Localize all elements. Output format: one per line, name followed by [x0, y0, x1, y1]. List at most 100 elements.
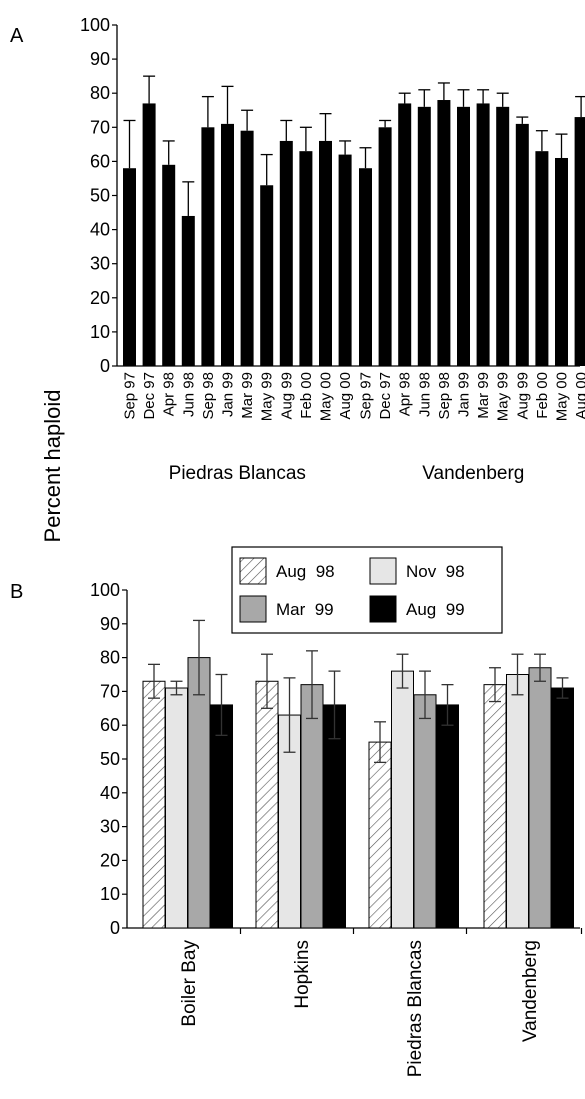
- panel-a-y-tick-label: 40: [90, 220, 110, 240]
- bar-boiler-bay-aug-99: [210, 704, 233, 929]
- group-label-piedras-blancas: Piedras Blancas: [169, 463, 306, 484]
- legend-swatch-mar-99: [239, 595, 267, 623]
- bar-piedras-blancas-may-00: [319, 140, 332, 366]
- bar-piedras-blancas-jun-98: [181, 215, 195, 366]
- x-tick-label-vandenberg: May 99: [495, 372, 512, 421]
- legend-label-nov-98: Nov 98: [406, 562, 465, 581]
- panel-b-y-tick-label: 100: [90, 580, 120, 600]
- legend-box: [231, 546, 503, 634]
- x-tick-label-piedras-blancas: May 00: [318, 372, 335, 421]
- x-tick-label-vandenberg: Aug 00: [573, 372, 585, 420]
- bar-boiler-bay-nov-98: [165, 687, 188, 929]
- bar-vandenberg-nov-98: [506, 674, 529, 929]
- legend-label-mar-99: Mar 99: [276, 600, 334, 619]
- x-tick-label-boiler-bay: Boiler Bay: [179, 940, 200, 1027]
- panel-a-y-tick-label: 100: [80, 15, 110, 35]
- x-tick-label-vandenberg: Feb 00: [534, 372, 551, 419]
- bar-vandenberg-aug-99: [515, 123, 529, 366]
- bar-vandenberg-jan-99: [457, 106, 470, 366]
- x-tick-label-vandenberg: Mar 99: [475, 372, 492, 419]
- bar-vandenberg-sep-97: [359, 168, 372, 366]
- legend-swatch-nov-98: [369, 557, 397, 585]
- bar-hopkins-aug-98: [255, 680, 279, 929]
- bar-vandenberg-aug-00: [574, 117, 585, 366]
- x-tick-label-vandenberg: May 00: [554, 372, 571, 421]
- bar-piedras-blancas-may-99: [260, 185, 274, 366]
- bar-vandenberg-mar-99: [528, 667, 552, 929]
- x-tick-label-piedras-blancas: Aug 99: [278, 372, 295, 420]
- bar-vandenberg-feb-00: [535, 151, 549, 366]
- bar-piedras-blancas-jan-99: [221, 123, 234, 366]
- bar-vandenberg-dec-97: [378, 127, 392, 366]
- panel-b-chart: 0 10 20 30 40 50 60 70 80 90 100 Boiler Bay Hopkins P…: [90, 580, 583, 1077]
- bar-piedras-blancas-sep-98: [201, 127, 215, 366]
- x-tick-label-vandenberg: Sep 98: [436, 372, 453, 420]
- bar-vandenberg-mar-99: [476, 103, 490, 367]
- panel-b-y-tick-label: 70: [100, 681, 120, 701]
- panel-b-y-tick-label: 90: [100, 614, 120, 634]
- panel-b-y-tick-label: 0: [110, 918, 120, 938]
- panel-a-y-tick-label: 10: [90, 322, 110, 342]
- bar-piedras-blancas-aug-98: [368, 741, 392, 929]
- bar-piedras-blancas-aug-99: [436, 704, 459, 929]
- x-tick-label-piedras-blancas: Feb 00: [298, 372, 315, 419]
- panel-a-y-tick-label: 90: [90, 49, 110, 69]
- legend-swatch-aug-98: [239, 557, 267, 585]
- x-tick-label-piedras-blancas: Dec 97: [141, 372, 158, 420]
- x-tick-label-piedras-blancas: Mar 99: [239, 372, 256, 419]
- x-tick-label-piedras-blancas: Sep 97: [122, 372, 139, 420]
- x-tick-label-piedras-blancas: Jun 98: [180, 372, 197, 417]
- x-tick-label-piedras-blancas: May 99: [259, 372, 276, 421]
- bar-piedras-blancas-mar-99: [413, 694, 437, 929]
- x-tick-label-piedras-blancas: Aug 00: [337, 372, 354, 420]
- x-tick-label-vandenberg: Dec 97: [377, 372, 394, 420]
- bar-piedras-blancas-sep-97: [123, 168, 136, 366]
- bar-vandenberg-aug-98: [483, 684, 507, 929]
- x-tick-label-piedras-blancas: Apr 98: [161, 372, 178, 416]
- x-tick-label-vandenberg: Sep 97: [358, 372, 375, 420]
- bar-vandenberg-sep-98: [437, 100, 451, 367]
- panel-a-y-tick-label: 0: [100, 356, 110, 376]
- panel-b-y-tick-label: 50: [100, 749, 120, 769]
- panel-b-y-tick-label: 40: [100, 783, 120, 803]
- x-tick-label-piedras-blancas: Jan 99: [220, 372, 237, 417]
- panel-b-y-tick-label: 20: [100, 850, 120, 870]
- panel-a-y-tick-label: 60: [90, 151, 110, 171]
- legend-label-aug-99: Aug 99: [406, 600, 465, 619]
- panel-a-y-tick-label: 20: [90, 288, 110, 308]
- bar-vandenberg-apr-98: [398, 103, 412, 367]
- bar-piedras-blancas-feb-00: [299, 151, 313, 366]
- legend: Aug 98 Nov 98 Mar 99 Aug 99: [231, 546, 503, 634]
- bar-piedras-blancas-apr-98: [162, 164, 176, 366]
- panel-b-y-tick-label: 60: [100, 715, 120, 735]
- bar-piedras-blancas-nov-98: [391, 670, 414, 929]
- x-tick-label-vandenberg: Aug 99: [514, 372, 531, 420]
- panel-a-y-tick-label: 30: [90, 254, 110, 274]
- x-tick-label-vandenberg: Vandenberg: [520, 940, 541, 1042]
- panel-b-y-tick-label: 30: [100, 817, 120, 837]
- panel-a-label: A: [10, 25, 24, 47]
- panel-b-label: B: [10, 581, 23, 603]
- legend-swatch-aug-99: [369, 595, 397, 623]
- bar-piedras-blancas-dec-97: [142, 103, 156, 367]
- x-tick-label-piedras-blancas: Sep 98: [200, 372, 217, 420]
- bar-piedras-blancas-aug-00: [338, 154, 352, 366]
- panel-a-y-tick-label: 50: [90, 186, 110, 206]
- bar-vandenberg-may-00: [555, 157, 568, 366]
- bar-piedras-blancas-aug-99: [279, 140, 293, 366]
- bar-vandenberg-may-99: [496, 106, 510, 366]
- bar-piedras-blancas-mar-99: [240, 130, 254, 366]
- x-tick-label-vandenberg: Apr 98: [397, 372, 414, 416]
- x-tick-label-vandenberg: Jun 98: [416, 372, 433, 417]
- panel-a-y-tick-label: 70: [90, 117, 110, 137]
- bar-vandenberg-aug-99: [551, 687, 574, 929]
- x-tick-label-vandenberg: Jan 99: [456, 372, 473, 417]
- bar-vandenberg-jun-98: [417, 106, 431, 366]
- x-tick-label-piedras-blancas: Piedras Blancas: [405, 940, 426, 1077]
- bar-hopkins-mar-99: [300, 684, 324, 929]
- group-label-vandenberg: Vandenberg: [422, 463, 524, 484]
- legend-label-aug-98: Aug 98: [276, 562, 335, 581]
- panel-a-y-tick-label: 80: [90, 83, 110, 103]
